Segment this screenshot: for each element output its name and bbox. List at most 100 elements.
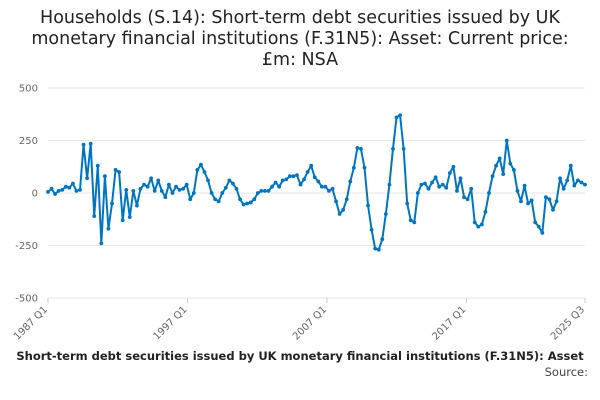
data-point[interactable] [487, 191, 491, 195]
data-point[interactable] [369, 227, 374, 232]
data-point[interactable] [245, 201, 250, 206]
data-point[interactable] [583, 182, 587, 187]
data-point[interactable] [451, 164, 456, 169]
data-point[interactable] [263, 189, 267, 193]
data-point[interactable] [142, 182, 146, 187]
data-point[interactable] [401, 147, 406, 151]
data-point[interactable] [188, 197, 193, 202]
data-point[interactable] [522, 183, 527, 188]
data-point[interactable] [380, 237, 385, 242]
data-point[interactable] [415, 191, 420, 195]
data-point[interactable] [551, 207, 555, 212]
data-point[interactable] [547, 197, 552, 202]
data-point[interactable] [575, 178, 580, 183]
data-point[interactable] [494, 163, 498, 168]
data-point[interactable] [163, 195, 168, 200]
data-point[interactable] [351, 165, 356, 170]
data-point[interactable] [490, 174, 495, 179]
data-point[interactable] [145, 184, 150, 189]
data-point[interactable] [138, 186, 143, 191]
data-point[interactable] [423, 181, 427, 186]
data-point[interactable] [298, 182, 303, 187]
data-point[interactable] [501, 172, 506, 177]
data-point[interactable] [568, 163, 573, 168]
data-point[interactable] [81, 142, 86, 147]
data-point[interactable] [373, 246, 378, 251]
data-point[interactable] [213, 197, 218, 202]
data-point[interactable] [177, 187, 182, 192]
data-point[interactable] [74, 189, 79, 193]
data-point[interactable] [159, 189, 164, 193]
data-point[interactable] [465, 197, 470, 202]
data-point[interactable] [497, 156, 502, 161]
data-point[interactable] [85, 176, 90, 181]
data-point[interactable] [334, 199, 338, 204]
data-point[interactable] [280, 178, 285, 183]
data-point[interactable] [149, 176, 154, 181]
data-point[interactable] [412, 220, 417, 225]
data-point[interactable] [99, 241, 104, 246]
data-point[interactable] [273, 180, 278, 185]
data-point[interactable] [362, 165, 367, 170]
data-point[interactable] [511, 168, 516, 172]
data-point[interactable] [462, 195, 466, 200]
data-point[interactable] [167, 182, 171, 187]
data-point[interactable] [202, 170, 207, 174]
data-point[interactable] [558, 176, 563, 181]
data-point[interactable] [231, 181, 235, 186]
data-point[interactable] [394, 115, 399, 120]
data-point[interactable] [327, 189, 331, 193]
data-point[interactable] [227, 178, 232, 183]
data-point[interactable] [312, 175, 317, 180]
data-point[interactable] [419, 182, 424, 187]
data-point[interactable] [195, 168, 200, 172]
data-point[interactable] [316, 179, 321, 184]
data-point[interactable] [341, 207, 346, 212]
data-point[interactable] [433, 175, 438, 180]
data-point[interactable] [405, 201, 410, 206]
data-point[interactable] [46, 190, 50, 194]
data-point[interactable] [67, 185, 72, 190]
data-point[interactable] [330, 186, 335, 191]
data-point[interactable] [319, 184, 324, 189]
data-point[interactable] [519, 199, 523, 204]
data-point[interactable] [469, 186, 474, 191]
data-point[interactable] [63, 184, 68, 189]
data-point[interactable] [152, 189, 157, 193]
data-point[interactable] [526, 201, 530, 206]
data-point[interactable] [554, 199, 559, 204]
data-point[interactable] [117, 170, 122, 174]
data-point[interactable] [387, 182, 392, 187]
data-point[interactable] [199, 162, 203, 167]
data-point[interactable] [124, 187, 129, 192]
data-point[interactable] [248, 200, 253, 205]
data-point[interactable] [238, 197, 242, 202]
data-point[interactable] [444, 185, 449, 190]
data-point[interactable] [291, 174, 296, 179]
data-point[interactable] [170, 191, 175, 195]
data-point[interactable] [348, 179, 353, 184]
data-point[interactable] [241, 202, 246, 207]
data-point[interactable] [252, 197, 257, 202]
data-point[interactable] [536, 224, 541, 229]
data-point[interactable] [56, 189, 61, 193]
data-point[interactable] [430, 180, 434, 185]
data-point[interactable] [277, 184, 282, 189]
data-point[interactable] [206, 178, 210, 183]
data-point[interactable] [426, 186, 431, 191]
data-point[interactable] [234, 186, 239, 191]
data-point[interactable] [131, 189, 136, 193]
data-point[interactable] [174, 184, 178, 189]
data-point[interactable] [287, 174, 292, 179]
data-point[interactable] [78, 187, 82, 192]
data-point[interactable] [106, 226, 111, 231]
data-point[interactable] [255, 191, 260, 195]
data-point[interactable] [408, 218, 413, 223]
data-point[interactable] [366, 203, 370, 208]
data-point[interactable] [440, 182, 445, 187]
data-point[interactable] [216, 199, 221, 204]
data-point[interactable] [483, 210, 488, 214]
data-point[interactable] [113, 168, 118, 172]
data-point[interactable] [220, 191, 225, 195]
data-point[interactable] [60, 187, 65, 192]
